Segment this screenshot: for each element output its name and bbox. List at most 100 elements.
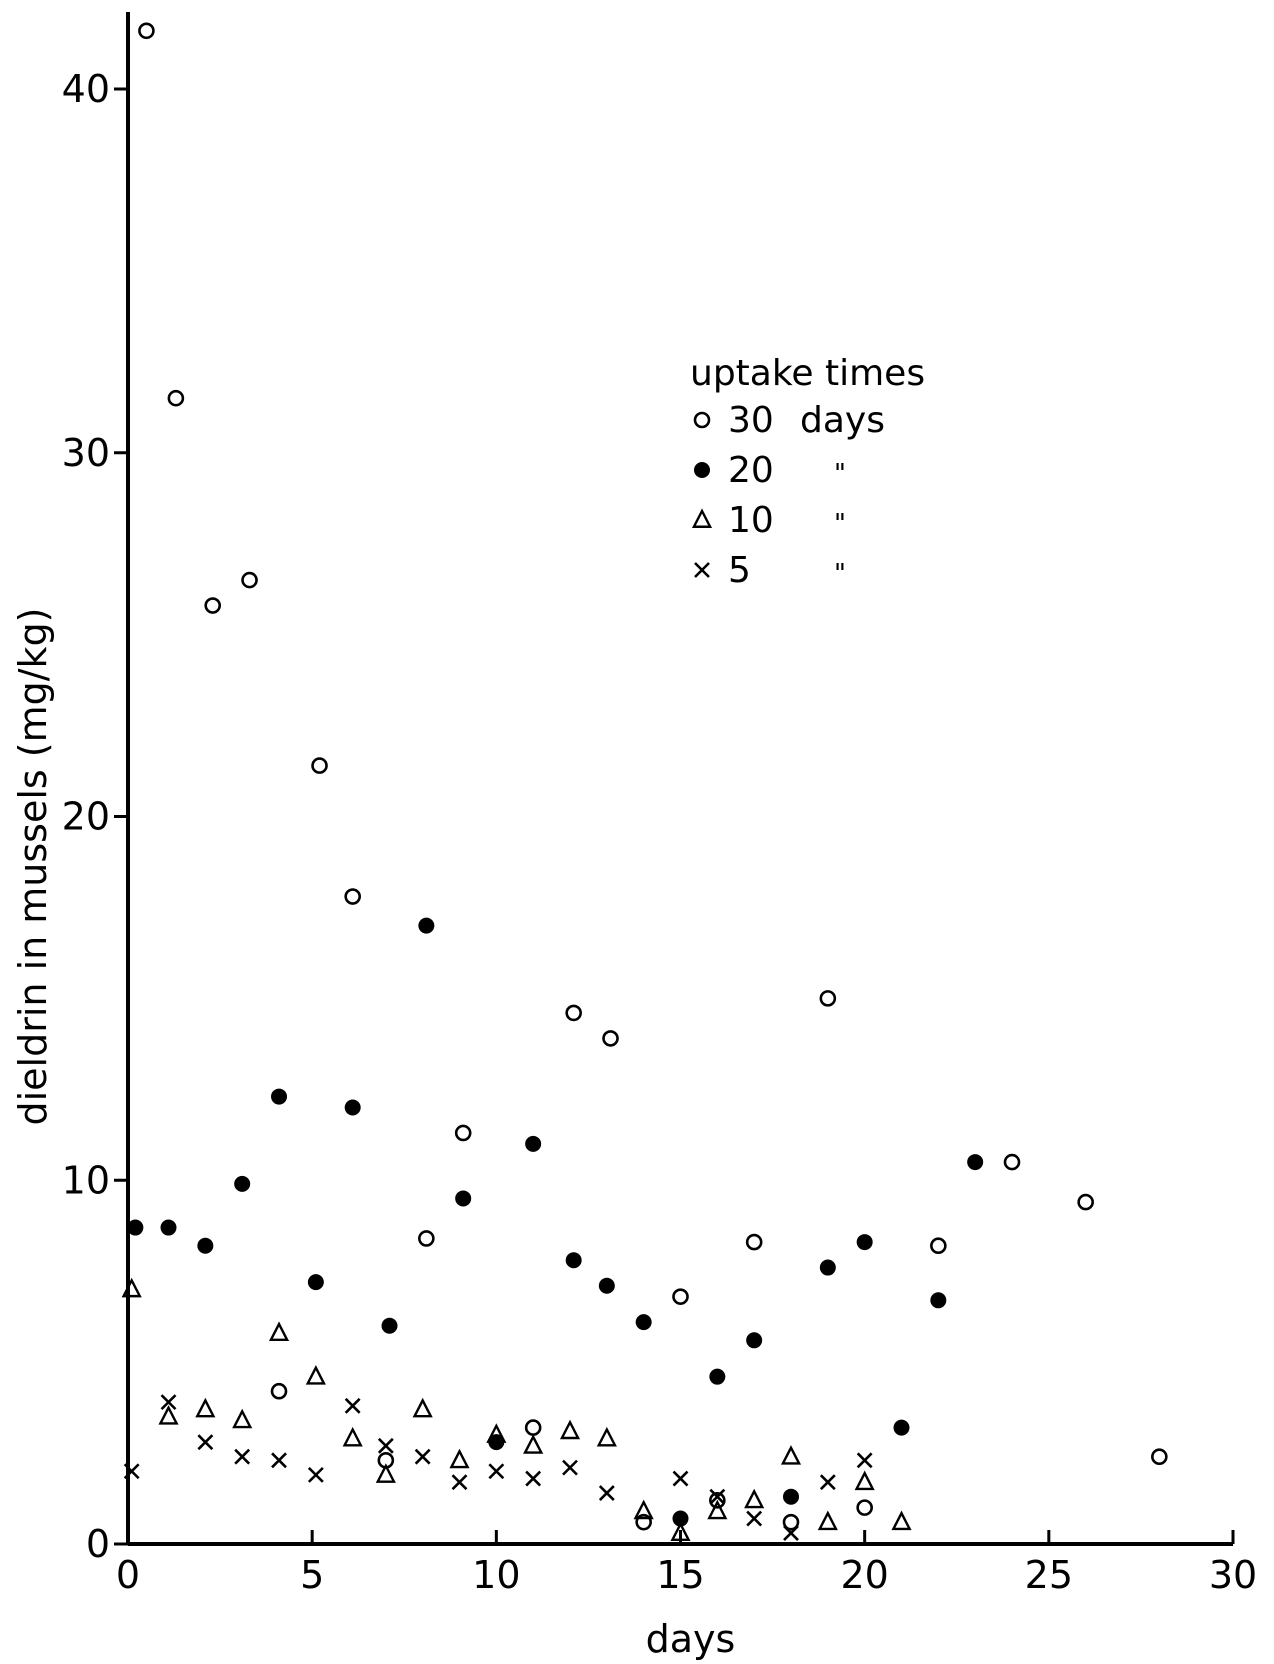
legend-entry: 20 "	[694, 450, 846, 491]
data-point-open-circle	[167, 389, 185, 407]
data-point-filled-circle	[967, 1154, 984, 1171]
data-point-filled-circle	[455, 1190, 472, 1207]
data-point-open-circle	[524, 1419, 542, 1436]
data-point-cross	[672, 1470, 689, 1487]
data-point-open-circle	[672, 1288, 689, 1305]
data-point-filled-circle	[271, 1088, 288, 1105]
data-point-open-circle	[454, 1124, 472, 1142]
data-point-open-circle	[1151, 1448, 1168, 1465]
data-point-triangle	[891, 1510, 912, 1531]
data-point-cross	[377, 1437, 394, 1454]
data-point-cross	[197, 1434, 214, 1451]
data-point-filled-circle	[598, 1277, 615, 1294]
data-point-filled-circle	[819, 1259, 836, 1276]
legend-marker-open-circle	[693, 411, 711, 429]
data-point-triangle	[195, 1397, 216, 1418]
data-point-open-circle	[819, 990, 837, 1007]
y-tick-label: 10	[62, 1158, 110, 1202]
x-tick-label: 30	[1209, 1553, 1257, 1597]
series-triangle	[121, 1277, 912, 1542]
y-tick-label: 20	[62, 795, 110, 839]
data-point-cross	[123, 1463, 140, 1480]
legend-unit: "	[834, 459, 846, 489]
data-point-filled-circle	[234, 1175, 251, 1192]
data-point-triangle	[412, 1397, 433, 1418]
data-point-cross	[451, 1474, 468, 1491]
data-point-triangle	[268, 1321, 290, 1341]
x-tick-label: 25	[1025, 1553, 1073, 1597]
x-tick-label: 0	[116, 1553, 140, 1597]
data-point-cross	[307, 1466, 324, 1483]
legend-label: 20	[728, 450, 774, 491]
legend-label: 30	[728, 400, 774, 441]
legend-unit: "	[834, 559, 846, 589]
data-point-triangle	[707, 1499, 728, 1520]
legend-marker-filled-circle	[694, 462, 710, 478]
data-point-triangle	[375, 1463, 396, 1483]
x-axis-ticks: 0 5 10 15 20 25 30	[116, 1530, 1257, 1597]
legend-marker-triangle	[691, 508, 713, 528]
x-tick-label: 5	[300, 1553, 324, 1597]
data-point-triangle	[342, 1426, 363, 1447]
data-point-open-circle	[1077, 1193, 1094, 1211]
data-point-open-circle	[241, 571, 258, 589]
data-point-triangle	[158, 1405, 179, 1425]
data-point-cross	[414, 1448, 431, 1465]
data-point-triangle	[559, 1419, 581, 1440]
data-point-triangle	[780, 1445, 802, 1465]
data-point-filled-circle	[856, 1234, 873, 1251]
series-filled-circle	[127, 917, 984, 1527]
data-point-filled-circle	[160, 1219, 177, 1236]
legend-label: 5	[728, 550, 751, 591]
data-point-open-circle	[745, 1233, 763, 1251]
data-point-open-circle	[930, 1237, 947, 1255]
legend-title: uptake times	[690, 353, 925, 394]
data-point-cross	[525, 1470, 542, 1487]
y-tick-label: 0	[86, 1522, 110, 1566]
y-axis-ticks: 0 10 20 30 40	[62, 67, 128, 1566]
data-point-cross	[746, 1510, 763, 1527]
data-point-filled-circle	[709, 1368, 726, 1385]
x-tick-label: 20	[840, 1553, 888, 1597]
data-points	[121, 22, 1168, 1542]
legend-entry: 5 "	[694, 550, 846, 591]
data-point-filled-circle	[381, 1317, 398, 1334]
legend-unit: days	[800, 400, 885, 441]
legend-entry: 10 "	[691, 500, 846, 541]
data-point-open-circle	[782, 1513, 800, 1531]
data-point-triangle	[670, 1521, 691, 1542]
legend-marker-cross	[694, 562, 710, 578]
data-point-filled-circle	[893, 1419, 910, 1436]
data-point-filled-circle	[635, 1314, 652, 1331]
data-point-filled-circle	[307, 1274, 324, 1291]
data-point-open-circle	[418, 1230, 435, 1247]
data-point-cross	[598, 1485, 615, 1501]
data-point-cross	[783, 1525, 799, 1542]
data-point-filled-circle	[418, 917, 435, 934]
data-point-triangle	[305, 1365, 326, 1385]
data-point-cross	[271, 1452, 287, 1469]
data-point-triangle	[523, 1434, 544, 1454]
series-cross	[123, 1394, 873, 1542]
data-point-triangle	[449, 1448, 470, 1469]
data-point-open-circle	[344, 888, 361, 905]
data-point-cross	[234, 1448, 251, 1465]
data-point-filled-circle	[197, 1237, 214, 1254]
data-point-cross	[562, 1459, 578, 1476]
data-point-filled-circle	[783, 1488, 799, 1505]
y-axis-title: dieldrin in mussels (mg/kg)	[11, 607, 55, 1125]
data-point-triangle	[817, 1510, 838, 1531]
data-point-cross	[488, 1463, 505, 1480]
data-point-cross	[819, 1474, 836, 1491]
y-tick-label: 30	[62, 431, 110, 475]
legend-label: 10	[728, 500, 774, 541]
data-point-triangle	[486, 1423, 507, 1443]
data-point-filled-circle	[672, 1510, 689, 1527]
data-point-filled-circle	[746, 1332, 763, 1349]
data-point-triangle	[633, 1499, 654, 1520]
data-point-open-circle	[565, 1004, 582, 1022]
data-point-cross	[856, 1452, 873, 1469]
